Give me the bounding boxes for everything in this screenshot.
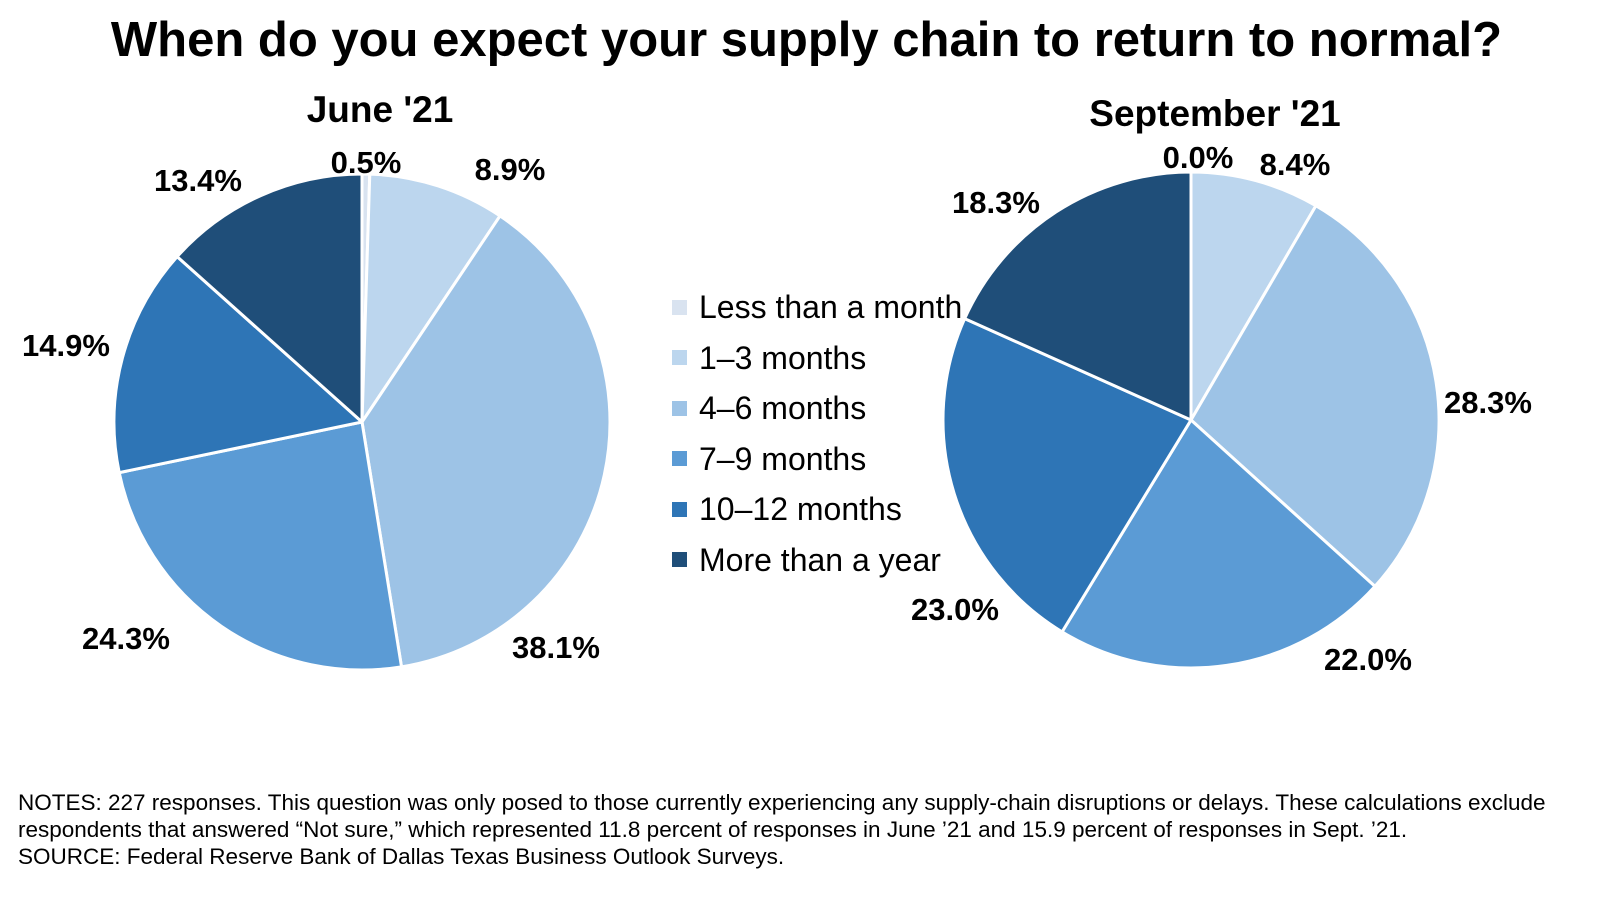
legend-label: Less than a month bbox=[699, 289, 963, 326]
legend-label: 7–9 months bbox=[699, 440, 867, 477]
pie-slice-more-than-a-year bbox=[963, 170, 1193, 422]
data-label-10-12-months: 14.9% bbox=[22, 328, 110, 363]
legend-item-less-than-a-month: Less than a month bbox=[672, 282, 962, 333]
pie-slice-7-9-months bbox=[1060, 418, 1377, 670]
pie-title-september: September '21 bbox=[1089, 93, 1341, 134]
data-label-less-than-a-month: 0.0% bbox=[1163, 140, 1234, 175]
chart-notes: NOTES: 227 responses. This question was … bbox=[18, 789, 1603, 870]
source-text: SOURCE: Federal Reserve Bank of Dallas T… bbox=[18, 844, 785, 869]
data-label-10-12-months: 23.0% bbox=[911, 592, 999, 627]
pie-title-june: June '21 bbox=[306, 89, 454, 130]
legend-label: 10–12 months bbox=[699, 491, 902, 528]
pie-slice-4-6-months bbox=[360, 214, 612, 669]
data-label-7-9-months: 24.3% bbox=[82, 621, 170, 656]
legend-item-10-12-months: 10–12 months bbox=[672, 484, 962, 535]
pie-slice-10-12-months bbox=[112, 255, 364, 475]
legend-item-4-6-months: 4–6 months bbox=[672, 383, 962, 434]
legend-label: More than a year bbox=[699, 541, 941, 578]
legend-label: 1–3 months bbox=[699, 339, 867, 376]
data-label-4-6-months: 28.3% bbox=[1444, 385, 1532, 420]
data-label-1-3-months: 8.9% bbox=[475, 152, 546, 187]
data-label-7-9-months: 22.0% bbox=[1324, 642, 1412, 677]
chart-title: When do you expect your supply chain to … bbox=[110, 13, 1503, 67]
legend-swatch bbox=[672, 400, 687, 416]
data-label-4-6-months: 38.1% bbox=[512, 630, 600, 665]
data-label-1-3-months: 8.4% bbox=[1260, 147, 1331, 182]
data-label-less-than-a-month: 0.5% bbox=[331, 145, 402, 180]
pie-slice-1-3-months bbox=[1189, 170, 1318, 422]
legend-item-more-than-a-year: More than a year bbox=[672, 535, 962, 586]
pie-slice-4-6-months bbox=[1189, 204, 1441, 588]
notes-text: NOTES: 227 responses. This question was … bbox=[18, 790, 1546, 842]
data-label-more-than-a-year: 18.3% bbox=[952, 185, 1040, 220]
legend-swatch bbox=[672, 451, 687, 467]
legend-label: 4–6 months bbox=[699, 390, 867, 427]
pie-slice-1-3-months bbox=[360, 172, 502, 424]
legend-swatch bbox=[672, 299, 687, 315]
legend-item-1-3-months: 1–3 months bbox=[672, 333, 962, 384]
pie-slice-more-than-a-year bbox=[175, 172, 364, 424]
legend-swatch bbox=[672, 501, 687, 517]
data-label-more-than-a-year: 13.4% bbox=[154, 163, 242, 198]
legend: Less than a month 1–3 months 4–6 months … bbox=[672, 282, 962, 585]
legend-swatch bbox=[672, 552, 687, 568]
legend-item-7-9-months: 7–9 months bbox=[672, 434, 962, 485]
legend-swatch bbox=[672, 350, 687, 366]
pie-slice-10-12-months bbox=[941, 317, 1193, 634]
pie-slice-7-9-months bbox=[117, 420, 404, 672]
